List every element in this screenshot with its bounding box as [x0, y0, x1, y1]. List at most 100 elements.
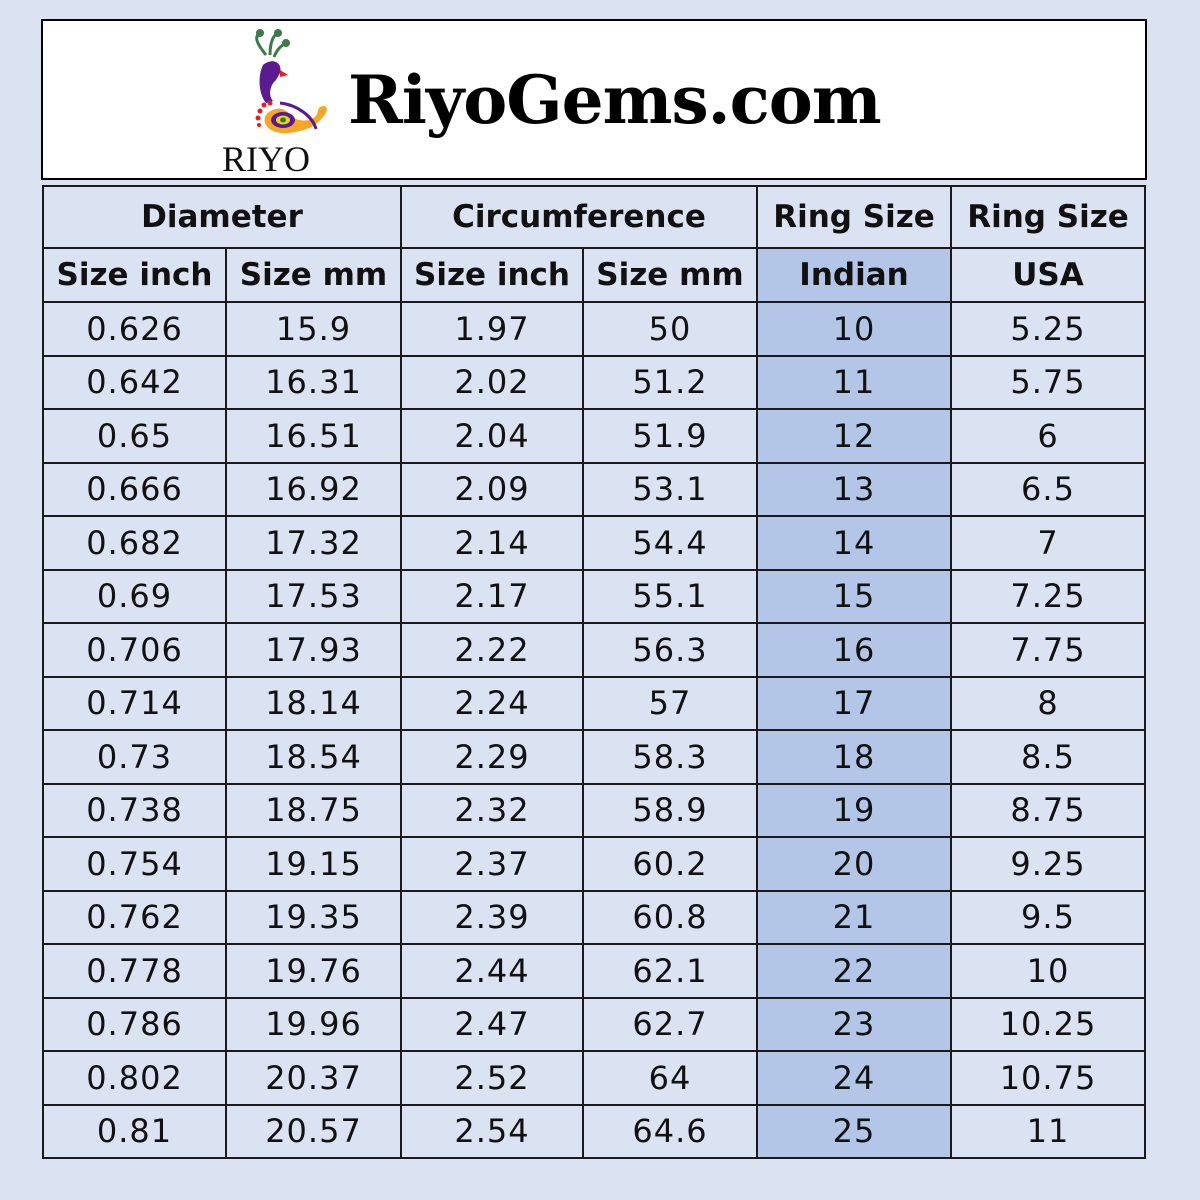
cell-diameter-inch: 0.714 [42, 675, 227, 731]
ring-size-table: Diameter Circumference Ring Size Ring Si… [42, 185, 1146, 1159]
cell-diameter-mm: 18.75 [225, 782, 402, 838]
cell-diameter-inch: 0.69 [42, 568, 227, 624]
cell-ring-size-indian: 25 [756, 1103, 952, 1159]
cell-diameter-inch: 0.802 [42, 1050, 227, 1106]
column-header-circumference-inch: Size inch [400, 247, 584, 303]
cell-circumference-inch: 2.44 [400, 943, 584, 999]
cell-ring-size-usa: 7 [950, 515, 1146, 571]
cell-circumference-inch: 2.17 [400, 568, 584, 624]
cell-ring-size-usa: 10 [950, 943, 1146, 999]
cell-circumference-mm: 57 [582, 675, 758, 731]
cell-circumference-mm: 51.2 [582, 354, 758, 410]
cell-ring-size-indian: 22 [756, 943, 952, 999]
cell-diameter-mm: 17.53 [225, 568, 402, 624]
cell-circumference-inch: 2.54 [400, 1103, 584, 1159]
site-name: RiyoGems.com [348, 61, 882, 139]
cell-ring-size-usa: 5.75 [950, 354, 1146, 410]
table-row: 0.81 20.57 2.54 64.6 25 11 [42, 1103, 1146, 1159]
cell-circumference-mm: 64 [582, 1050, 758, 1106]
cell-diameter-inch: 0.666 [42, 461, 227, 517]
cell-diameter-mm: 19.15 [225, 836, 402, 892]
cell-circumference-inch: 2.47 [400, 996, 584, 1052]
table-row: 0.642 16.31 2.02 51.2 11 5.75 [42, 354, 1146, 410]
logo-text: RIYO [222, 139, 310, 175]
cell-ring-size-indian: 19 [756, 782, 952, 838]
cell-diameter-mm: 15.9 [225, 301, 402, 357]
cell-ring-size-indian: 24 [756, 1050, 952, 1106]
cell-circumference-inch: 2.32 [400, 782, 584, 838]
cell-ring-size-usa: 8.5 [950, 729, 1146, 785]
cell-ring-size-usa: 8 [950, 675, 1146, 731]
table-row: 0.754 19.15 2.37 60.2 20 9.25 [42, 836, 1146, 892]
cell-diameter-mm: 18.14 [225, 675, 402, 731]
table-row: 0.706 17.93 2.22 56.3 16 7.75 [42, 622, 1146, 678]
cell-ring-size-usa: 10.25 [950, 996, 1146, 1052]
cell-ring-size-indian: 21 [756, 889, 952, 945]
cell-circumference-inch: 2.14 [400, 515, 584, 571]
column-header-diameter-inch: Size inch [42, 247, 227, 303]
group-header-circumference: Circumference [400, 185, 758, 249]
cell-ring-size-indian: 13 [756, 461, 952, 517]
cell-ring-size-usa: 7.25 [950, 568, 1146, 624]
table-row: 0.778 19.76 2.44 62.1 22 10 [42, 943, 1146, 999]
cell-ring-size-usa: 6 [950, 408, 1146, 464]
table-row: 0.69 17.53 2.17 55.1 15 7.25 [42, 568, 1146, 624]
cell-circumference-mm: 50 [582, 301, 758, 357]
cell-ring-size-usa: 9.25 [950, 836, 1146, 892]
cell-diameter-mm: 16.31 [225, 354, 402, 410]
group-header-ring-size-indian: Ring Size [756, 185, 952, 249]
cell-diameter-inch: 0.65 [42, 408, 227, 464]
cell-ring-size-indian: 18 [756, 729, 952, 785]
cell-diameter-inch: 0.73 [42, 729, 227, 785]
cell-circumference-mm: 54.4 [582, 515, 758, 571]
cell-diameter-mm: 19.76 [225, 943, 402, 999]
table-row: 0.738 18.75 2.32 58.9 19 8.75 [42, 782, 1146, 838]
cell-diameter-mm: 18.54 [225, 729, 402, 785]
riyo-peacock-logo: RIYO [222, 29, 327, 175]
cell-diameter-inch: 0.682 [42, 515, 227, 571]
column-header-circumference-mm: Size mm [582, 247, 758, 303]
cell-ring-size-usa: 10.75 [950, 1050, 1146, 1106]
table-row: 0.626 15.9 1.97 50 10 5.25 [42, 301, 1146, 357]
table-row: 0.762 19.35 2.39 60.8 21 9.5 [42, 889, 1146, 945]
column-header-ring-size-usa: USA [950, 247, 1146, 303]
cell-circumference-inch: 2.04 [400, 408, 584, 464]
cell-circumference-inch: 2.52 [400, 1050, 584, 1106]
cell-circumference-inch: 2.09 [400, 461, 584, 517]
cell-diameter-mm: 17.32 [225, 515, 402, 571]
cell-ring-size-usa: 11 [950, 1103, 1146, 1159]
cell-ring-size-indian: 17 [756, 675, 952, 731]
cell-ring-size-indian: 15 [756, 568, 952, 624]
cell-diameter-inch: 0.706 [42, 622, 227, 678]
cell-ring-size-usa: 6.5 [950, 461, 1146, 517]
cell-circumference-inch: 2.02 [400, 354, 584, 410]
cell-diameter-inch: 0.762 [42, 889, 227, 945]
cell-circumference-inch: 2.24 [400, 675, 584, 731]
table-row: 0.786 19.96 2.47 62.7 23 10.25 [42, 996, 1146, 1052]
cell-circumference-mm: 62.1 [582, 943, 758, 999]
header-banner: RIYO RiyoGems.com [41, 19, 1147, 180]
table-row: 0.73 18.54 2.29 58.3 18 8.5 [42, 729, 1146, 785]
cell-circumference-mm: 56.3 [582, 622, 758, 678]
cell-circumference-inch: 2.29 [400, 729, 584, 785]
cell-ring-size-indian: 11 [756, 354, 952, 410]
cell-diameter-inch: 0.778 [42, 943, 227, 999]
cell-circumference-inch: 2.39 [400, 889, 584, 945]
group-header-diameter: Diameter [42, 185, 402, 249]
cell-ring-size-indian: 14 [756, 515, 952, 571]
cell-circumference-inch: 2.22 [400, 622, 584, 678]
group-header-ring-size-usa: Ring Size [950, 185, 1146, 249]
column-header-diameter-mm: Size mm [225, 247, 402, 303]
cell-ring-size-usa: 9.5 [950, 889, 1146, 945]
cell-circumference-mm: 64.6 [582, 1103, 758, 1159]
cell-diameter-inch: 0.81 [42, 1103, 227, 1159]
cell-diameter-mm: 20.57 [225, 1103, 402, 1159]
cell-diameter-inch: 0.754 [42, 836, 227, 892]
cell-circumference-mm: 58.9 [582, 782, 758, 838]
cell-diameter-mm: 16.51 [225, 408, 402, 464]
cell-ring-size-usa: 8.75 [950, 782, 1146, 838]
cell-ring-size-indian: 20 [756, 836, 952, 892]
cell-ring-size-indian: 10 [756, 301, 952, 357]
cell-circumference-mm: 51.9 [582, 408, 758, 464]
cell-ring-size-usa: 7.75 [950, 622, 1146, 678]
